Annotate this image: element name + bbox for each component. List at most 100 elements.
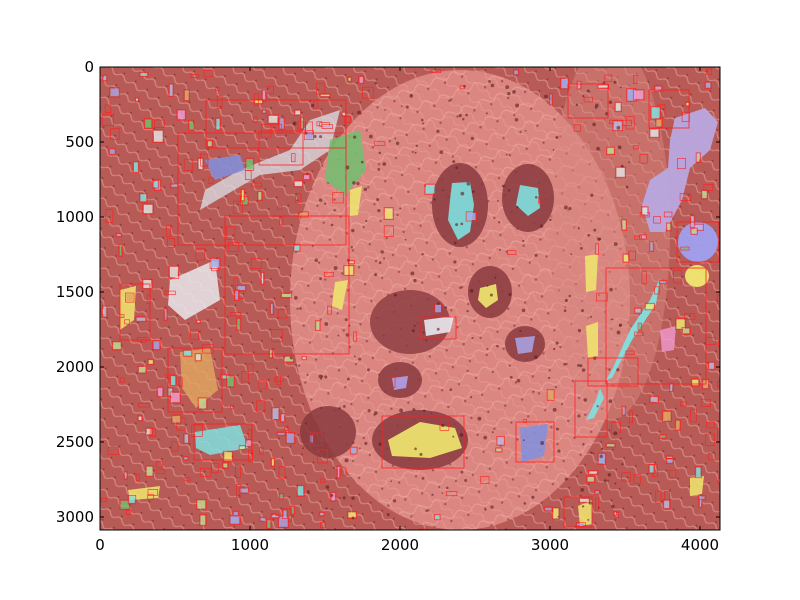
cell-segment — [623, 254, 629, 262]
nucleus — [582, 95, 585, 98]
cell-segment — [670, 383, 673, 391]
cell-bounding-box — [222, 450, 234, 463]
cell-segment — [316, 321, 320, 330]
nucleus — [455, 223, 459, 227]
cell-bounding-box — [614, 101, 622, 113]
cell-segment — [246, 159, 253, 170]
nucleus — [611, 504, 615, 509]
nucleus — [377, 209, 381, 213]
cell-segment — [146, 466, 153, 476]
nucleus — [386, 513, 390, 517]
nucleus — [319, 135, 323, 139]
cell-bounding-box — [663, 211, 673, 218]
cell-segment — [280, 494, 283, 498]
cell-segment — [524, 420, 526, 422]
cell-bounding-box — [259, 446, 264, 455]
nucleus — [425, 339, 428, 342]
nucleus — [318, 374, 323, 379]
cell-segment — [660, 281, 666, 283]
cell-bounding-box — [271, 329, 283, 342]
nucleus — [344, 458, 349, 463]
nucleus — [593, 228, 597, 232]
cell-bounding-box — [633, 474, 641, 484]
cell-bounding-box — [317, 449, 328, 464]
nucleus — [596, 146, 600, 151]
nucleus — [611, 318, 614, 321]
cell-segment — [320, 94, 330, 97]
cell-bounding-box — [152, 340, 161, 351]
cell-segment — [693, 225, 703, 230]
cell-bounding-box — [253, 116, 258, 123]
nucleus — [470, 136, 474, 141]
cell-bounding-box — [597, 452, 607, 465]
nucleus — [436, 302, 440, 305]
nucleus — [351, 516, 355, 520]
nucleus — [587, 233, 591, 237]
nucleus — [563, 309, 567, 313]
cell-bounding-box — [280, 292, 292, 299]
y-tick-label: 500 — [65, 133, 94, 151]
nucleus — [596, 405, 599, 408]
cell-segment — [514, 70, 518, 75]
nucleus — [579, 471, 583, 474]
cell-bounding-box — [708, 453, 716, 461]
cell-bounding-box — [705, 433, 715, 446]
y-tick-label: 3000 — [56, 508, 94, 526]
cell-bounding-box — [188, 119, 195, 131]
cell-segment — [348, 77, 351, 81]
cell-bounding-box — [560, 77, 569, 90]
nucleus — [342, 404, 346, 408]
nucleus — [496, 344, 499, 348]
cell-segment — [231, 406, 233, 408]
cell-bounding-box — [649, 395, 659, 404]
cell-bounding-box — [343, 116, 351, 123]
cell-segment — [271, 515, 279, 518]
cell-bounding-box — [653, 216, 661, 224]
nucleus — [404, 238, 407, 241]
nucleus — [507, 189, 511, 192]
cell-segment — [589, 471, 598, 474]
cell-segment — [261, 273, 264, 284]
cell-bounding-box — [311, 432, 322, 446]
cell-bounding-box — [139, 71, 149, 78]
cell-bounding-box — [147, 358, 155, 366]
cell-bounding-box — [282, 509, 288, 519]
cell-bounding-box — [229, 312, 241, 317]
nucleus — [292, 121, 297, 126]
cell-segment — [666, 456, 673, 458]
cell-bounding-box — [654, 286, 660, 295]
nucleus — [392, 499, 397, 503]
cell-bounding-box — [675, 318, 686, 330]
nucleus — [390, 480, 393, 483]
cell-segment — [148, 360, 153, 364]
cell-bounding-box — [195, 319, 201, 324]
cell-bounding-box — [215, 87, 220, 91]
cell-bounding-box — [247, 363, 254, 375]
cell-bounding-box — [679, 193, 692, 201]
cell-bounding-box — [196, 499, 207, 510]
cell-segment — [216, 118, 220, 130]
nucleus — [515, 103, 520, 108]
nucleus — [367, 409, 371, 413]
nucleus — [498, 249, 501, 251]
cell-segment — [295, 110, 300, 115]
cell-bounding-box — [576, 80, 582, 90]
cell-bounding-box — [632, 89, 645, 101]
cell-bounding-box — [685, 101, 691, 107]
cell-bounding-box — [156, 386, 164, 398]
cell-segment — [298, 486, 304, 496]
cell-bounding-box — [199, 514, 207, 527]
nucleus — [540, 441, 545, 445]
cell-bounding-box — [135, 316, 147, 323]
cell-segment — [691, 229, 697, 234]
cell-bounding-box — [238, 290, 244, 299]
cell-bounding-box — [230, 405, 234, 410]
cell-segment — [461, 86, 464, 88]
cell-segment — [279, 118, 284, 129]
cell-segment — [697, 153, 700, 162]
cell-segment — [103, 76, 107, 80]
cell-segment — [622, 220, 626, 230]
cell-bounding-box — [298, 211, 309, 218]
cell-bounding-box — [330, 491, 337, 502]
cell-bounding-box — [538, 196, 546, 204]
